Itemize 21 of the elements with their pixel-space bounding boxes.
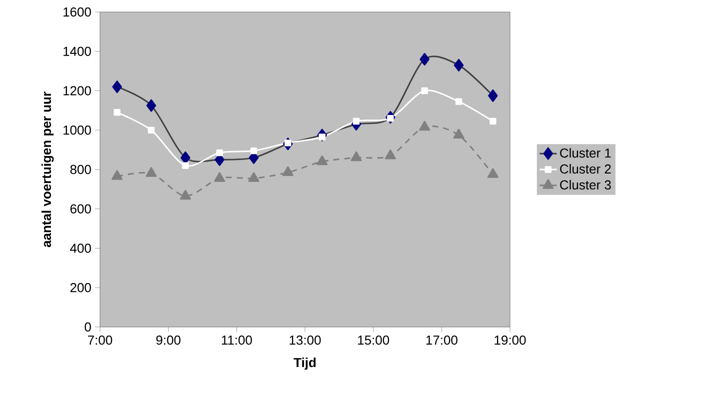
x-tick-label: 7:00 bbox=[88, 336, 112, 345]
x-axis-title: Tijd bbox=[294, 358, 316, 370]
y-tick-label: 800 bbox=[70, 164, 91, 174]
y-tick-label: 1600 bbox=[64, 7, 91, 17]
y-tick-label: 1000 bbox=[64, 126, 91, 135]
x-tick-label: 17:00 bbox=[426, 336, 458, 345]
y-tick-label: 600 bbox=[70, 204, 91, 214]
x-tick-label: 15:00 bbox=[358, 336, 390, 345]
x-tick-label: 11:00 bbox=[222, 336, 252, 345]
legend-label: Cluster 3 bbox=[560, 180, 611, 190]
y-tick-label: 1400 bbox=[64, 46, 91, 56]
y-tick-label: 1200 bbox=[64, 86, 91, 96]
legend-label: Cluster 2 bbox=[560, 164, 611, 174]
y-tick-label: 200 bbox=[70, 283, 91, 292]
x-tick-label: 13:00 bbox=[290, 336, 321, 345]
x-tick-label: 9:00 bbox=[156, 336, 180, 345]
y-axis-title: aantal voertuigen per uur bbox=[42, 92, 54, 248]
y-tick-label: 0 bbox=[84, 322, 91, 332]
x-tick-label: 19:00 bbox=[494, 336, 526, 345]
legend-label: Cluster 1 bbox=[560, 148, 611, 158]
y-tick-label: 400 bbox=[70, 244, 91, 253]
